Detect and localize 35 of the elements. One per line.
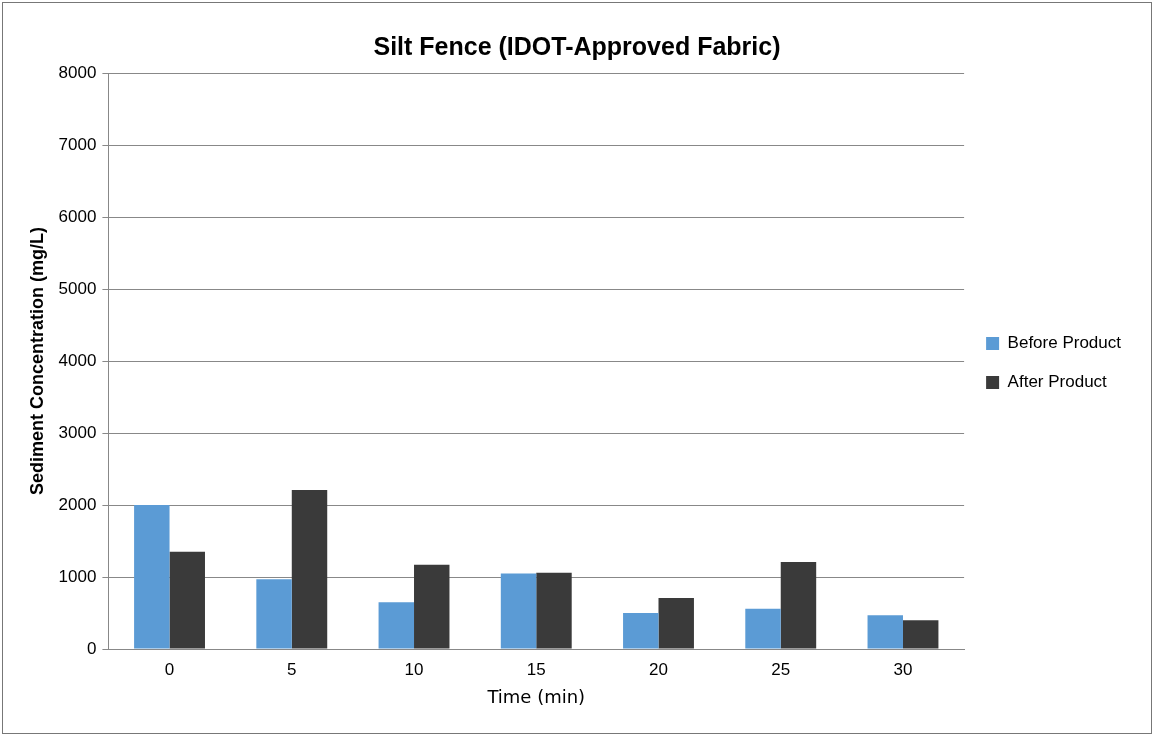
bar (745, 608, 781, 649)
y-tick-label: 4000 (58, 350, 97, 370)
x-tick-label: 10 (404, 659, 424, 679)
y-tick-label: 0 (86, 638, 97, 658)
legend-label: After Product (1007, 372, 1108, 392)
bar (623, 613, 659, 649)
x-tick-label: 25 (771, 659, 791, 679)
legend-label: Before Product (1007, 333, 1122, 353)
bar (414, 564, 450, 649)
bar (902, 620, 939, 649)
y-axis-title: Sediment Concentration (mg/L) (26, 226, 47, 496)
bar (536, 572, 572, 649)
y-tick-label: 6000 (58, 206, 97, 226)
bar (378, 602, 415, 649)
x-axis-title: Time (min) (486, 685, 586, 707)
bar (134, 505, 170, 649)
y-tick-label: 5000 (58, 278, 97, 298)
x-tick-label: 5 (287, 659, 297, 679)
x-tick-label: 20 (649, 659, 668, 679)
bar (291, 489, 328, 649)
chart-title: Silt Fence (IDOT-Approved Fabric) (373, 31, 781, 60)
y-tick-label: 8000 (58, 62, 97, 82)
y-tick-label: 2000 (58, 494, 97, 514)
y-tick-label: 7000 (58, 134, 97, 154)
bar (500, 573, 537, 649)
bar (256, 579, 292, 649)
y-tick-label: 3000 (58, 422, 97, 442)
bar (867, 615, 903, 649)
x-tick-label: 30 (893, 659, 913, 679)
bar (780, 561, 817, 649)
y-tick-label: 1000 (58, 566, 97, 586)
x-tick-label: 15 (526, 659, 546, 679)
x-tick-label: 0 (164, 659, 175, 679)
bar (658, 597, 694, 649)
bar (169, 551, 205, 649)
